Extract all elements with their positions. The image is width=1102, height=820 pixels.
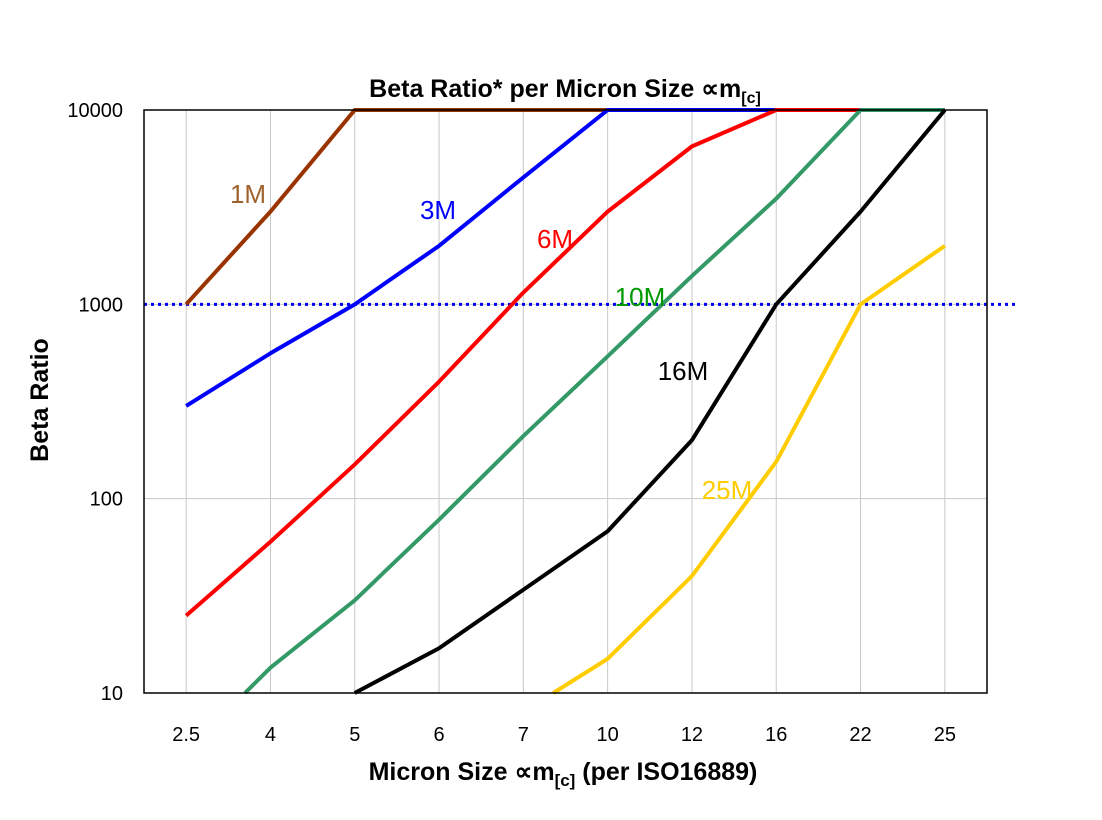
series-label-1M: 1M: [230, 179, 266, 209]
series-label-10M: 10M: [615, 282, 666, 312]
series-labels: 1M 3M 6M 10M 16M 25M: [230, 179, 752, 505]
y-tick-label: 1000: [79, 294, 124, 316]
series-label-16M: 16M: [658, 356, 709, 386]
x-tick-label: 12: [681, 724, 703, 746]
series-label-25M: 25M: [702, 475, 753, 505]
x-tick-label: 4: [265, 724, 276, 746]
x-tick-label: 7: [518, 724, 529, 746]
y-axis-label: Beta Ratio: [26, 338, 54, 462]
gridlines: [144, 109, 987, 694]
y-tick-label: 100: [90, 489, 123, 511]
chart-title: Beta Ratio* per Micron Size ∝m[c]: [369, 75, 761, 107]
x-tick-label: 16: [765, 724, 787, 746]
x-tick-label: 6: [433, 724, 444, 746]
y-tick-label: 10: [101, 683, 123, 705]
series-label-3M: 3M: [420, 195, 456, 225]
series-line-16M: [353, 108, 947, 695]
series-line-25M: [552, 244, 946, 695]
x-axis-ticks: 2.5 4 5 6 7 10 12 16 22 25: [172, 724, 956, 746]
x-tick-label: 22: [849, 724, 871, 746]
x-axis-label: Micron Size ∝m[c] (per ISO16889): [369, 758, 758, 790]
series-line-10M: [243, 108, 945, 695]
plot-area-border: [143, 109, 988, 694]
series-label-6M: 6M: [537, 224, 573, 254]
series-lines: [184, 108, 947, 695]
x-tick-label: 5: [349, 724, 360, 746]
x-tick-label: 2.5: [172, 724, 200, 746]
x-tick-label: 25: [934, 724, 956, 746]
x-tick-label: 10: [597, 724, 619, 746]
y-axis-ticks: 10 100 1000 10000: [67, 100, 123, 705]
y-tick-label: 10000: [67, 100, 123, 122]
